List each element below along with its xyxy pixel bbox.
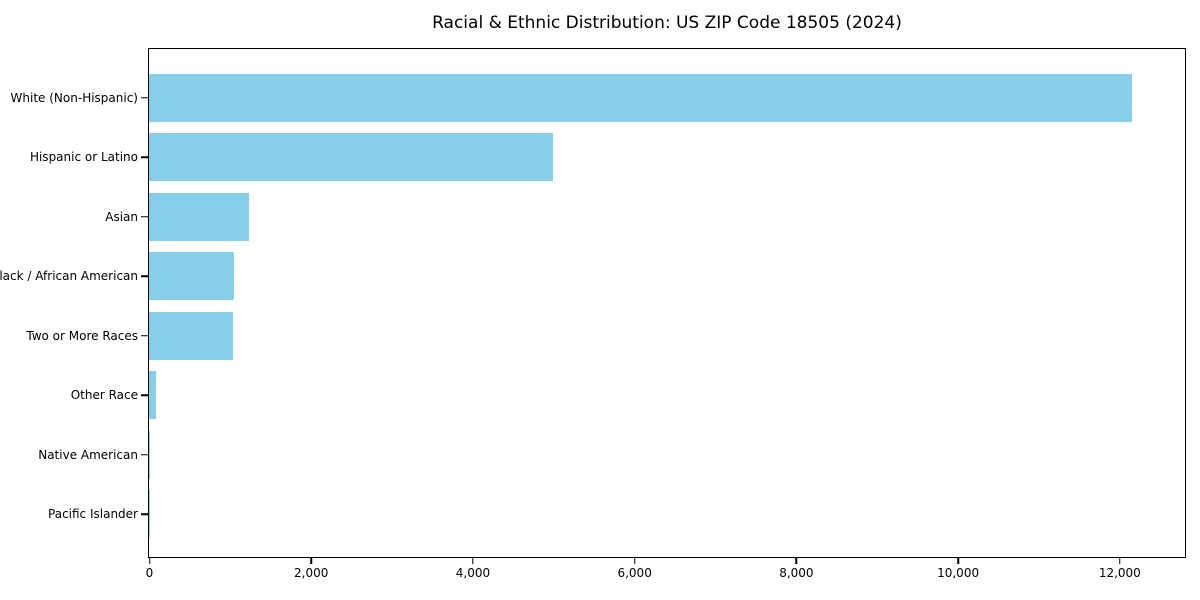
y-tick-mark — [140, 97, 148, 99]
y-tick-mark — [140, 216, 148, 218]
y-tick-mark — [140, 454, 148, 456]
bar — [149, 311, 234, 360]
bar-row: Hispanic or Latino — [30, 128, 1185, 188]
x-tick-label: 4,000 — [455, 566, 491, 580]
x-tick-mark — [472, 558, 474, 564]
category-label: Pacific Islander — [48, 507, 138, 522]
chart-title: Racial & Ethnic Distribution: US ZIP Cod… — [432, 13, 902, 33]
category-label: Native American — [38, 447, 138, 462]
bar — [149, 73, 1133, 122]
x-tick-label: 12,000 — [1098, 566, 1141, 580]
bar-row: Asian — [105, 187, 1185, 247]
bar-row: White (Non-Hispanic) — [11, 68, 1185, 128]
bar — [149, 192, 250, 241]
bar — [149, 430, 151, 479]
bar-row: Pacific Islander — [48, 485, 1185, 545]
bar-row: Two or More Races — [26, 306, 1185, 366]
plot-area: White (Non-Hispanic) Hispanic or Latino As… — [0, 48, 1186, 558]
x-tick-mark — [148, 558, 151, 564]
bar — [149, 133, 554, 182]
bar — [149, 252, 235, 301]
category-label: Asian — [105, 209, 138, 224]
x-tick-label: 8,000 — [779, 566, 814, 580]
y-tick-mark — [140, 156, 148, 158]
y-tick-mark — [140, 513, 148, 515]
y-tick-mark — [140, 275, 148, 277]
y-tick-mark — [140, 394, 148, 396]
bar-row: Native American — [38, 425, 1185, 485]
category-label: Black / African American — [0, 269, 138, 284]
x-tick-label: 0 — [145, 566, 154, 580]
x-tick-label: 6,000 — [617, 566, 652, 580]
category-label: Two or More Races — [26, 328, 138, 343]
bar-row: Black / African American — [0, 247, 1185, 307]
category-label: Other Race — [70, 388, 138, 403]
category-label: Hispanic or Latino — [29, 150, 138, 165]
x-tick-label: 2,000 — [294, 566, 329, 580]
x-tick-mark — [795, 558, 798, 564]
bar — [149, 371, 157, 420]
x-tick-label: 10,000 — [937, 566, 980, 580]
x-tick-mark — [1119, 558, 1121, 564]
category-label: White (Non-Hispanic) — [10, 90, 138, 105]
x-tick-mark — [633, 558, 636, 564]
y-tick-mark — [140, 335, 148, 337]
x-tick-mark — [310, 558, 312, 564]
bar-row: Other Race — [71, 366, 1185, 426]
x-tick-mark — [957, 558, 959, 564]
